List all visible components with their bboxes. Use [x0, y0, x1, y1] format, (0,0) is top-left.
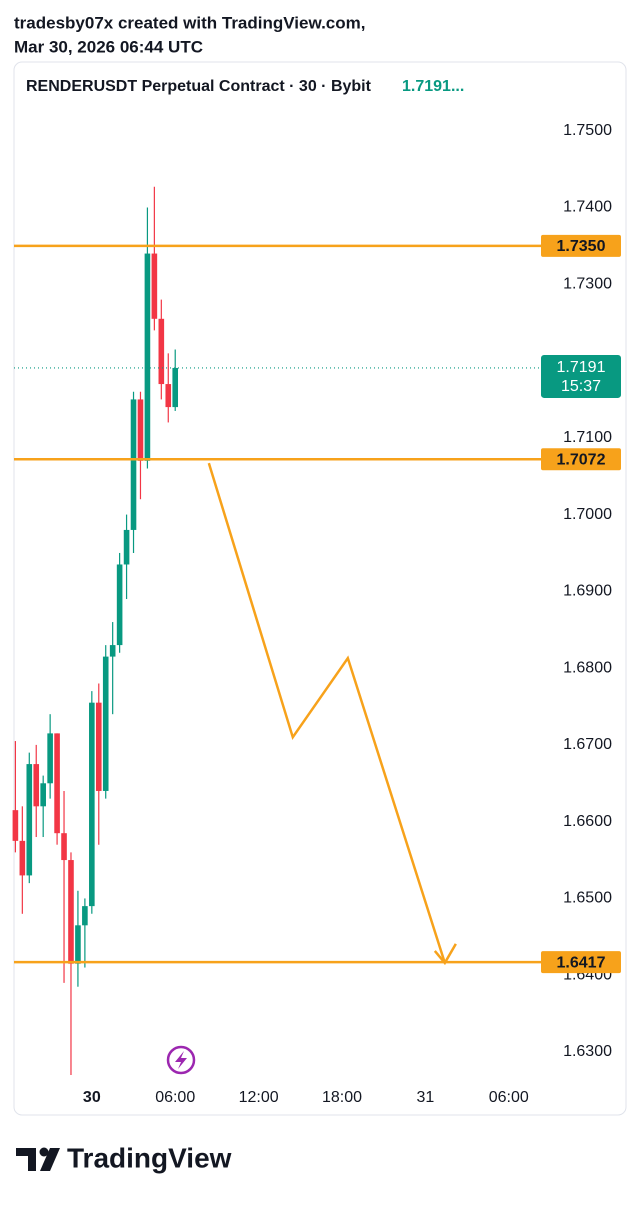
candle-body — [89, 702, 95, 907]
y-tick-label: 1.6600 — [563, 813, 612, 830]
x-tick-label: 31 — [416, 1089, 434, 1106]
y-tick-label: 1.7400 — [563, 199, 612, 216]
header-line: tradesby07x created with TradingView.com… — [14, 13, 365, 32]
x-tick-label: 30 — [83, 1089, 101, 1106]
candle-body — [68, 860, 74, 964]
legend-price: 1.7191... — [402, 78, 464, 95]
candle-body — [102, 656, 109, 791]
y-tick-label: 1.7500 — [563, 122, 612, 139]
level-label-box — [541, 448, 621, 471]
candle-body — [75, 925, 81, 964]
last-price-box — [541, 354, 621, 398]
projection-arrowhead — [433, 943, 457, 966]
candle-body — [47, 733, 53, 784]
candle-body — [123, 529, 130, 565]
candle-body — [158, 318, 165, 385]
last-price-label: 1.7191 — [557, 359, 606, 376]
y-tick-label: 1.6800 — [563, 659, 612, 676]
level-label: 1.7072 — [557, 452, 606, 469]
chart-title: RENDERUSDT Perpetual Contract · 30 · Byb… — [26, 78, 372, 95]
x-tick-label: 06:00 — [155, 1089, 195, 1106]
level-label-box — [541, 951, 621, 974]
candle-body — [33, 764, 40, 807]
candle-body — [61, 833, 67, 861]
level-label-box — [541, 234, 621, 257]
level-label: 1.7350 — [557, 238, 606, 255]
lightning-icon — [166, 1045, 196, 1075]
x-tick-label: 12:00 — [239, 1089, 279, 1106]
brand-logo — [16, 1147, 60, 1171]
candle-body — [12, 810, 19, 841]
candle-body — [151, 253, 158, 319]
y-tick-label: 1.6500 — [563, 890, 612, 907]
candle-body — [82, 906, 88, 926]
candle-body — [95, 702, 102, 791]
header-line: Mar 30, 2026 06:44 UTC — [14, 37, 203, 56]
brand-name: TradingView — [67, 1142, 232, 1173]
candle-body — [172, 367, 179, 408]
candle-body — [26, 764, 33, 876]
level-label: 1.6417 — [557, 954, 606, 971]
candle-body — [40, 783, 46, 807]
candle-body — [54, 733, 60, 834]
candle-body — [19, 840, 26, 876]
x-tick-label: 06:00 — [489, 1089, 529, 1106]
y-tick-label: 1.6900 — [563, 583, 612, 600]
candle-body — [109, 645, 116, 657]
projection-path — [207, 462, 447, 964]
chart-frame — [13, 61, 627, 1116]
y-tick-label: 1.6700 — [563, 736, 612, 753]
y-tick-label: 1.7300 — [563, 275, 612, 292]
x-tick-label: 18:00 — [322, 1089, 362, 1106]
candle-body — [144, 253, 151, 461]
y-tick-label: 1.7100 — [563, 429, 612, 446]
y-tick-label: 1.6300 — [563, 1043, 612, 1060]
candle-body — [130, 399, 137, 530]
y-tick-label: 1.7000 — [563, 506, 612, 523]
countdown-label: 15:37 — [561, 378, 601, 395]
candle-body — [165, 384, 172, 408]
candle-body — [137, 399, 144, 461]
candle-body — [116, 564, 123, 646]
